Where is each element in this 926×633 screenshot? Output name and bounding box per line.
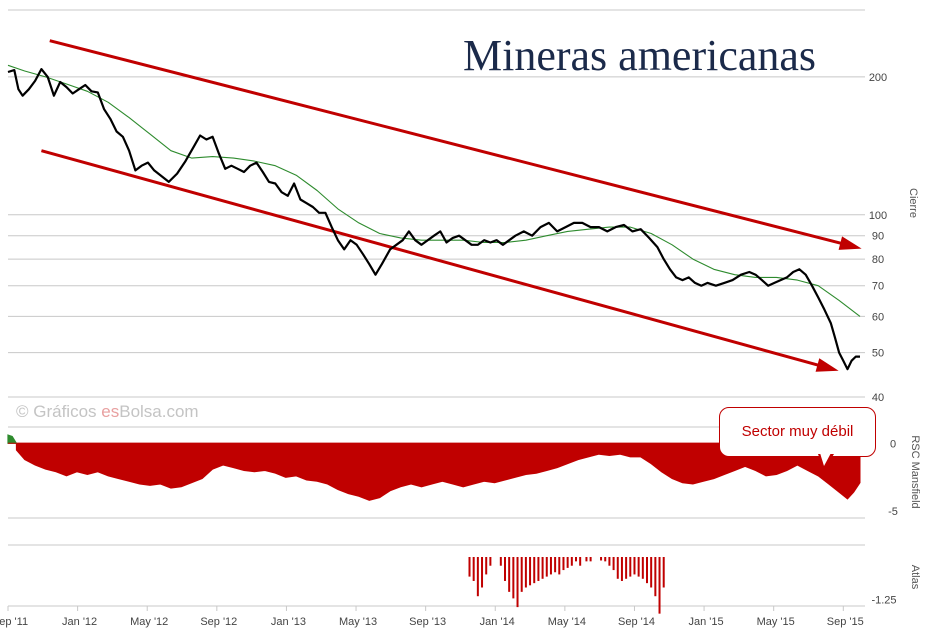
atlas-bar <box>554 557 557 573</box>
price-tick-label: 40 <box>872 392 884 404</box>
atlas-tick-label: -1.25 <box>871 594 896 606</box>
x-tick-label: Sep '13 <box>409 616 446 628</box>
atlas-bar <box>629 557 632 577</box>
atlas-bar <box>608 557 611 566</box>
x-tick-label: May '15 <box>757 616 795 628</box>
atlas-bar <box>558 557 561 575</box>
x-tick-label: Jan '15 <box>689 616 724 628</box>
atlas-bar <box>468 557 471 577</box>
trend-arrowhead-1 <box>838 236 862 250</box>
atlas-bar <box>524 557 527 588</box>
trend-lines <box>41 39 862 372</box>
atlas-bar <box>541 557 544 579</box>
atlas-bar <box>472 557 475 581</box>
atlas-bar <box>658 557 661 614</box>
trend-line-2 <box>41 149 834 371</box>
atlas-bar <box>508 557 511 592</box>
price-tick-label: 200 <box>869 72 887 84</box>
x-tick-label: May '14 <box>548 616 586 628</box>
atlas-bar <box>625 557 628 579</box>
annotation-callout: Sector muy débil <box>719 407 876 457</box>
watermark: © Gráficos esBolsa.com <box>16 402 199 422</box>
x-tick-label: May '13 <box>339 616 377 628</box>
price-tick-label: 100 <box>869 210 887 222</box>
mansfield-tick-label: -5 <box>888 506 898 518</box>
atlas-bar <box>633 557 636 575</box>
atlas-bar <box>589 557 592 562</box>
price-tick-label: 70 <box>872 281 884 293</box>
x-tick-label: Sep '11 <box>0 616 28 628</box>
atlas-bar <box>662 557 665 588</box>
price-tick-label: 90 <box>872 231 884 243</box>
atlas-bar <box>570 557 573 566</box>
atlas-bar <box>504 557 506 581</box>
atlas-bar <box>654 557 657 597</box>
price-tick-label: 80 <box>872 254 884 266</box>
axis-labels: 40 50 60 70 80 90 100 200 Cierre 0 -5 RSC Mansfield… <box>0 72 921 628</box>
x-tick-label: Sep '12 <box>200 616 237 628</box>
atlas-panel <box>468 557 665 614</box>
atlas-bar <box>641 557 644 579</box>
callout-tail-inner <box>820 453 831 466</box>
atlas-bar <box>650 557 653 588</box>
atlas-bar <box>612 557 615 571</box>
atlas-bar <box>549 557 552 575</box>
trend-arrowhead-2 <box>815 358 839 372</box>
atlas-bar <box>604 557 607 562</box>
chart-title: Mineras americanas <box>463 31 817 80</box>
atlas-bar <box>545 557 548 577</box>
atlas-bar <box>485 557 488 575</box>
close-price-line <box>7 68 860 371</box>
atlas-bar <box>476 557 479 597</box>
atlas-bar <box>520 557 523 592</box>
watermark-prefix: © Gráficos <box>16 402 102 421</box>
x-tick-label: May '12 <box>130 616 168 628</box>
mansfield-negative-area <box>15 442 861 501</box>
atlas-bar <box>481 557 484 588</box>
atlas-bar <box>616 557 619 579</box>
x-tick-label: Jan '12 <box>62 616 97 628</box>
atlas-bar <box>489 557 492 566</box>
atlas-bar <box>646 557 648 584</box>
atlas-bar <box>512 557 515 599</box>
atlas-bar <box>575 557 577 562</box>
atlas-bar <box>533 557 536 584</box>
atlas-bar <box>537 557 540 581</box>
x-tick-label: Sep '14 <box>618 616 655 628</box>
atlas-bar <box>600 557 603 561</box>
x-tick-label: Sep '15 <box>827 616 864 628</box>
x-tick-label: Jan '13 <box>271 616 306 628</box>
atlas-bar <box>566 557 569 568</box>
grid-lines <box>8 9 865 607</box>
mansfield-tick-label: 0 <box>890 438 896 450</box>
trend-line-1 <box>49 39 857 249</box>
atlas-axis-title: Atlas <box>909 565 921 590</box>
price-axis-title: Cierre <box>907 188 919 218</box>
price-tick-label: 60 <box>872 311 884 323</box>
watermark-brand: es <box>101 402 120 421</box>
price-lines <box>7 64 861 371</box>
atlas-bar <box>637 557 640 577</box>
atlas-bar <box>516 557 519 608</box>
mansfield-positive-area <box>7 434 18 444</box>
mansfield-panel <box>7 434 861 501</box>
watermark-suffix: Bolsa.com <box>119 402 199 421</box>
mansfield-axis-title: RSC Mansfield <box>909 435 921 508</box>
moving-average-line <box>7 64 861 317</box>
x-tick-label: Jan '14 <box>480 616 515 628</box>
atlas-bar <box>620 557 623 581</box>
atlas-bar <box>499 557 502 566</box>
atlas-bar <box>585 557 588 562</box>
price-tick-label: 50 <box>872 348 884 360</box>
atlas-bar <box>562 557 565 571</box>
atlas-bar <box>579 557 582 566</box>
atlas-bar <box>529 557 532 586</box>
